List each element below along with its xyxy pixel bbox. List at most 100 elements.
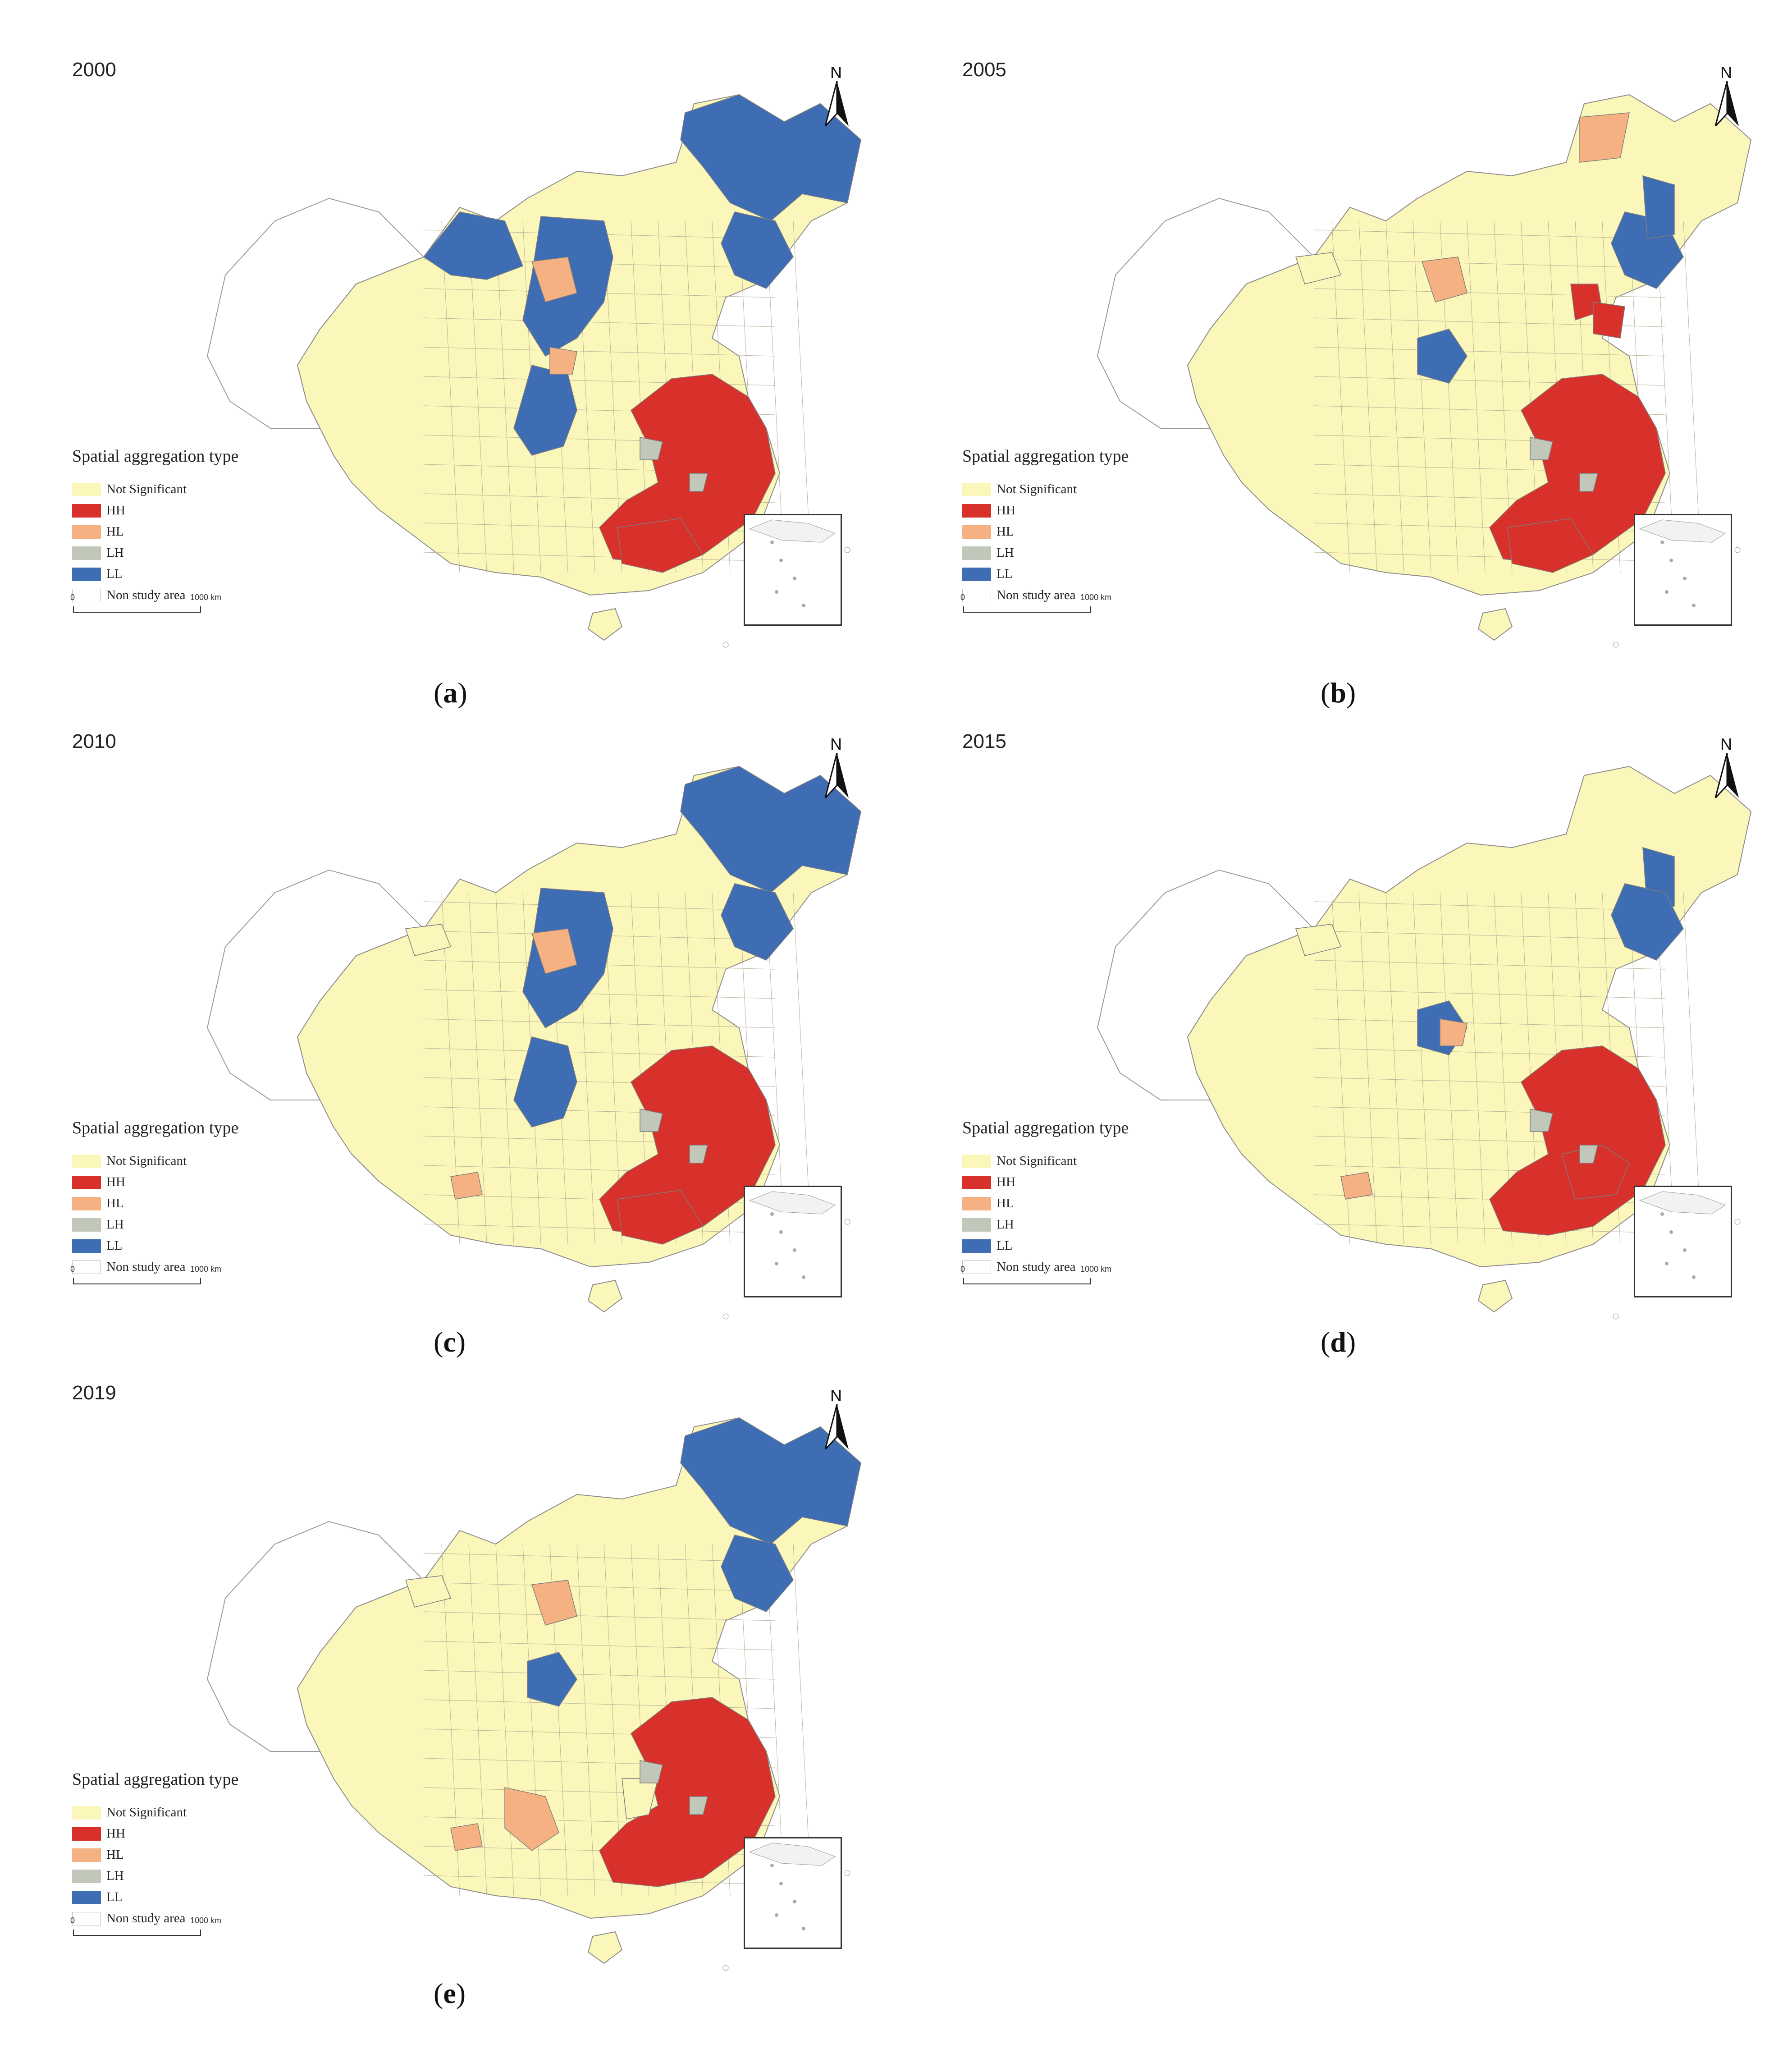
scale-line [73,1278,201,1284]
inset-island [1660,1212,1664,1216]
cluster-region-ll [721,211,794,289]
legend-item-hh: HH [72,500,238,521]
admin-boundary [423,1553,776,1563]
cluster-region-lh [640,1109,663,1132]
north-arrow: N [823,63,863,131]
legend-swatch [962,525,991,539]
south-china-sea-inset [744,1186,842,1297]
south-china-sea-inset [1634,514,1732,626]
inset-island [1669,559,1673,562]
inset-island [1683,577,1687,580]
admin-boundary [1331,220,1350,573]
legend-item-hh: HH [962,1172,1129,1193]
legend-swatch [72,525,101,539]
inset-island [1692,1275,1696,1279]
inset-island [802,1927,805,1930]
admin-boundary [495,220,514,573]
cluster-region-hl [549,347,577,375]
north-arrow: N [1713,735,1753,802]
scale-line [73,606,201,613]
legend-item-not-significant: Not Significant [962,479,1129,500]
legend-item-lh: LH [962,542,1129,564]
scale-line [963,1278,1091,1284]
scale-bar: 0 1000 km [70,1265,252,1292]
legend-swatch [72,546,101,560]
inset-coast [749,1191,836,1215]
cluster-regions [423,94,861,573]
map-panel-e: 2019 N Spatial aggregation type Not Sign… [70,1382,892,2058]
inset-island [793,1900,796,1903]
cluster-region-ll [527,1652,577,1707]
map-panel-a: 2000 N Spatial aggregation type Not Sign… [70,59,892,735]
hainan-island [1477,608,1513,641]
legend-swatch [72,1218,101,1232]
legend-item-lh: LH [962,1214,1129,1235]
admin-boundary [1313,989,1666,999]
admin-boundary [423,552,776,562]
cluster-regions [405,1417,861,1887]
cluster-region-ll [721,883,794,961]
admin-boundary [1313,259,1666,269]
inset-island [1665,590,1669,594]
scale-bar: 0 1000 km [960,1265,1143,1292]
legend-swatch [72,567,101,581]
island-mark [844,1870,850,1876]
legend-swatch [72,1196,101,1210]
cluster-region-hh [1507,518,1594,573]
legend-item-not-significant: Not Significant [72,1802,238,1823]
cluster-region-hh [617,518,704,573]
inset-island [775,590,778,594]
legend-item-non-study-area: Non study area [962,1256,1129,1278]
inset-island [770,1212,774,1216]
legend-swatch [72,1890,101,1904]
admin-boundary [468,1544,487,1896]
legend-swatch [72,1175,101,1189]
china-map [206,94,862,648]
cluster-region-ll [513,1036,577,1128]
legend-swatch [72,1848,101,1862]
scale-end: 1000 km [190,1265,222,1274]
legend-item-hh: HH [962,500,1129,521]
legend-item-lh: LH [72,1865,238,1887]
cluster-region-ns [405,924,452,956]
panel-year: 2005 [962,59,1006,81]
map-panel-d: 2015 N Spatial aggregation type Not Sign… [960,730,1783,1407]
legend-swatch [72,504,101,518]
north-label: N [830,1386,842,1405]
legend-swatch [72,1869,101,1883]
inset-coast [1639,519,1726,543]
legend-item-lh: LH [72,542,238,564]
cluster-region-ns [1295,924,1342,956]
cluster-region-hl [450,1172,483,1200]
inset-island [802,1275,805,1279]
scale-start: 0 [70,1916,75,1925]
hainan-island [587,1279,623,1313]
cluster-region-lh [640,437,663,460]
cluster-regions [1295,847,1684,1236]
inset-island [1692,604,1696,607]
legend-item-non-study-area: Non study area [72,1256,238,1278]
admin-boundary [423,347,776,357]
legend-swatch [72,1239,101,1253]
china-map [206,1417,862,1971]
legend-title: Spatial aggregation type [72,1118,239,1137]
legend-title: Spatial aggregation type [72,447,239,466]
legend-swatch [962,1175,991,1189]
legend-swatch [962,1239,991,1253]
legend-swatch [72,1827,101,1841]
legend-item-non-study-area: Non study area [72,1908,238,1929]
inset-island [802,604,805,607]
legend-item-hl: HL [72,521,238,542]
scale-end: 1000 km [190,1916,222,1925]
legend-item-ll: LL [72,1235,238,1256]
legend-swatch [72,588,101,602]
cluster-region-hl [450,1823,483,1851]
legend-swatch [962,504,991,518]
legend-item-ll: LL [962,564,1129,585]
admin-boundary [468,220,487,573]
admin-boundary [1313,960,1666,970]
inset-island [1665,1262,1669,1265]
north-arrow: N [823,735,863,802]
scale-start: 0 [960,1265,965,1274]
cluster-regions [1295,112,1684,573]
